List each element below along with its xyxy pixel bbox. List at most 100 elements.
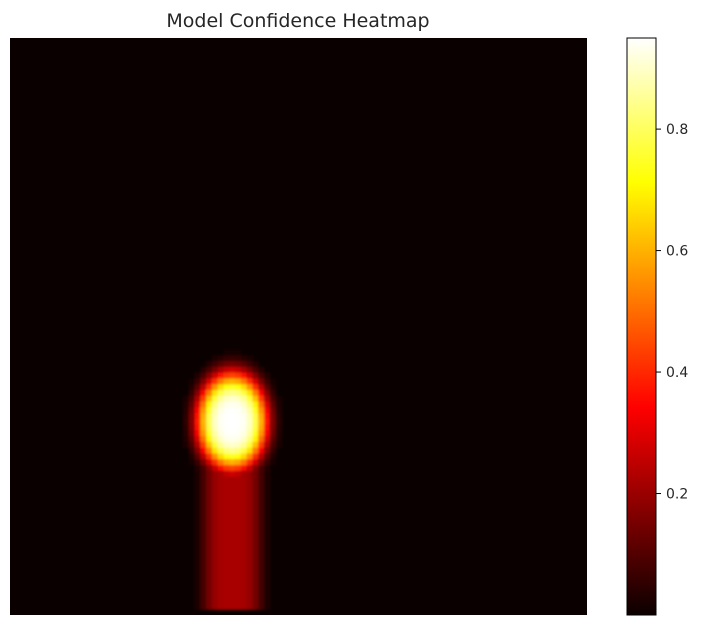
- heatmap-cell: [223, 574, 230, 581]
- heatmap-cell: [211, 389, 219, 397]
- heatmap-cell: [252, 557, 259, 564]
- heatmap-cell: [269, 413, 277, 420]
- heatmap-cell: [246, 534, 253, 541]
- heatmap-cell: [252, 551, 259, 558]
- heatmap-cell: [223, 591, 230, 599]
- heatmap-cell: [200, 499, 207, 506]
- colorbar-tick-label: 0.6: [666, 244, 688, 260]
- heatmap-cell: [235, 574, 242, 581]
- heatmap-cell: [229, 395, 236, 403]
- heatmap-cell: [235, 482, 242, 489]
- heatmap-cell: [229, 384, 236, 391]
- heatmap-cell: [235, 528, 242, 535]
- heatmap-cell: [194, 464, 202, 472]
- heatmap-cell: [235, 563, 242, 570]
- heatmap-cell: [263, 493, 271, 501]
- heatmap-cell: [200, 574, 207, 581]
- heatmap-cell: [188, 441, 196, 449]
- heatmap-cell: [229, 488, 236, 495]
- heatmap-cell: [206, 424, 213, 431]
- heatmap-cell: [258, 516, 265, 524]
- colorbar-ticks: 0.2 0.4 0.6 0.8: [656, 122, 688, 503]
- heatmap-cell: [263, 384, 271, 391]
- heatmap-cell: [235, 551, 242, 558]
- heatmap-cell: [211, 586, 219, 593]
- heatmap-cell: [206, 591, 213, 599]
- heatmap-cell: [235, 488, 242, 495]
- heatmap-cell: [217, 384, 225, 391]
- heatmap-cell: [240, 551, 248, 558]
- heatmap-cell: [217, 355, 225, 362]
- heatmap-cell: [263, 505, 271, 512]
- heatmap-cell: [258, 418, 265, 426]
- heatmap-cell: [206, 534, 213, 541]
- heatmap-cell: [200, 430, 207, 437]
- heatmap-cell: [263, 580, 271, 587]
- heatmap-cell: [235, 378, 242, 385]
- heatmap-cell: [263, 551, 271, 558]
- heatmap-cell: [258, 430, 265, 437]
- heatmap-cell: [206, 511, 213, 518]
- heatmap-cell: [183, 413, 190, 420]
- heatmap-cell: [211, 528, 219, 535]
- heatmap-cell: [235, 505, 242, 512]
- heatmap-cell: [246, 476, 253, 483]
- heatmap-cell: [200, 372, 207, 380]
- heatmap-cell: [275, 436, 282, 443]
- heatmap-cell: [269, 378, 277, 385]
- heatmap-cell: [229, 436, 236, 443]
- heatmap-cell: [235, 355, 242, 362]
- heatmap-cell: [258, 366, 265, 374]
- heatmap-cell: [229, 580, 236, 587]
- heatmap-cell: [206, 539, 213, 547]
- heatmap-cell: [194, 441, 202, 449]
- heatmap-cell: [246, 493, 253, 501]
- heatmap-cell: [258, 413, 265, 420]
- heatmap-cell: [200, 488, 207, 495]
- heatmap-cell: [200, 603, 207, 610]
- heatmap-cell: [211, 488, 219, 495]
- heatmap-cell: [211, 591, 219, 599]
- heatmap-cell: [263, 378, 271, 385]
- heatmap-cell: [223, 389, 230, 397]
- heatmap-cell: [258, 597, 265, 605]
- heatmap-cell: [194, 384, 202, 391]
- heatmap-cell: [235, 372, 242, 380]
- heatmap-cell: [258, 401, 265, 408]
- heatmap-cell: [211, 476, 219, 483]
- heatmap-cell: [211, 424, 219, 431]
- heatmap-cell: [200, 545, 207, 553]
- heatmap-cell: [200, 464, 207, 472]
- heatmap-cell: [275, 424, 282, 431]
- colorbar-tick-label: 0.8: [666, 122, 688, 138]
- heatmap-cell: [229, 441, 236, 449]
- heatmap-cell: [188, 401, 196, 408]
- heatmap-cell: [183, 430, 190, 437]
- heatmap-cell: [223, 505, 230, 512]
- heatmap-cell: [200, 551, 207, 558]
- heatmap-cell: [229, 511, 236, 518]
- heatmap-cell: [223, 568, 230, 576]
- heatmap-cell: [194, 447, 202, 455]
- heatmap-cell: [229, 499, 236, 506]
- heatmap-cell: [263, 534, 271, 541]
- heatmap-cell: [246, 424, 253, 431]
- heatmap-cell: [217, 476, 225, 483]
- heatmap-cell: [229, 591, 236, 599]
- heatmap-cell: [211, 407, 219, 414]
- heatmap-cell: [206, 557, 213, 564]
- heatmap-cell: [217, 591, 225, 599]
- heatmap-cell: [240, 591, 248, 599]
- heatmap-cell: [252, 453, 259, 460]
- heatmap-cell: [235, 407, 242, 414]
- heatmap-cell: [194, 424, 202, 431]
- heatmap-cell: [211, 563, 219, 570]
- heatmap-cell: [263, 464, 271, 472]
- heatmap-cell: [229, 539, 236, 547]
- heatmap-cell: [263, 389, 271, 397]
- colorbar: 0.2 0.4 0.6 0.8: [626, 37, 688, 616]
- heatmap-cell: [258, 482, 265, 489]
- heatmap-cell: [263, 539, 271, 547]
- heatmap-cell: [223, 586, 230, 593]
- heatmap-cell: [246, 551, 253, 558]
